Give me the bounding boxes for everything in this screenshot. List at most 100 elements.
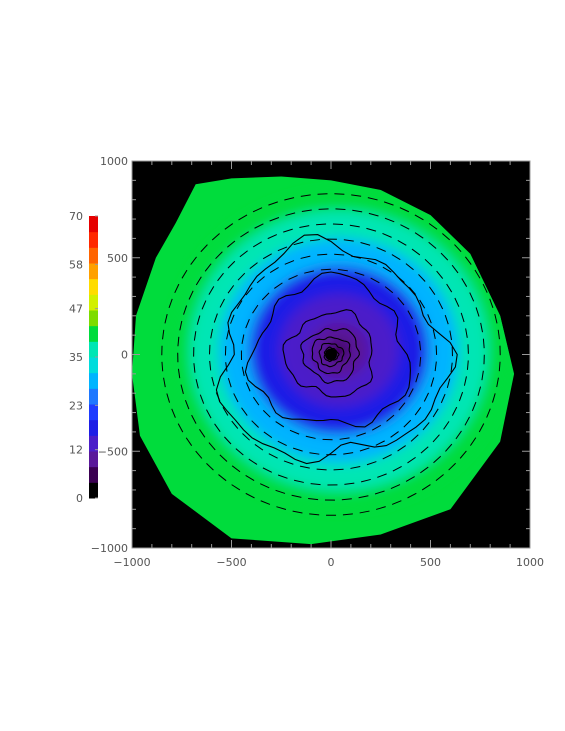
polarization-vector — [464, 416, 470, 426]
polarization-vector — [461, 278, 468, 287]
polarization-vector — [376, 247, 386, 252]
polarization-vector — [374, 490, 385, 495]
polarization-vector — [428, 223, 438, 230]
polarization-vector — [469, 292, 475, 302]
polarization-vector — [181, 269, 188, 279]
polarization-vector — [444, 314, 449, 325]
polarization-vector — [350, 466, 361, 469]
polarization-vector — [397, 445, 406, 452]
polarization-vector — [494, 313, 498, 324]
axis-ticks — [131, 160, 531, 549]
heatmap-core — [325, 348, 337, 361]
polarization-vector — [185, 437, 193, 446]
polarization-vector — [482, 283, 488, 293]
polarization-vector — [299, 225, 310, 228]
polarization-vector — [261, 292, 270, 301]
polarization-vector — [449, 330, 453, 341]
polarization-vector — [359, 510, 370, 514]
polarization-vector — [277, 246, 288, 252]
polarization-vector — [390, 431, 399, 438]
polarization-vector — [231, 484, 241, 491]
polarization-vector — [292, 447, 303, 452]
polarization-vector — [420, 466, 429, 474]
polarization-vector — [209, 360, 212, 371]
polarization-vector — [269, 217, 280, 222]
polarization-vector — [274, 282, 283, 289]
polarization-vector — [240, 231, 249, 238]
x-tick-label: −500 — [216, 556, 246, 569]
polarization-vector — [339, 437, 350, 440]
polarization-vector — [428, 241, 437, 249]
polarization-vector — [268, 453, 278, 459]
polarization-vector — [252, 207, 263, 213]
polarization-vector — [415, 372, 419, 383]
polarization-vector — [308, 498, 319, 501]
colorbar-swatch — [89, 451, 98, 468]
polarization-vector — [213, 313, 218, 323]
polarization-vector — [343, 452, 354, 455]
polarization-vector — [268, 201, 278, 206]
polarization-vector — [218, 474, 227, 482]
polarization-vector — [436, 270, 444, 279]
polarization-vector — [399, 207, 410, 213]
polarization-vector — [334, 253, 345, 256]
polarization-vector — [193, 331, 197, 341]
polarization-vector — [249, 262, 258, 270]
colorbar-swatch — [89, 294, 98, 311]
x-tick-label: −1000 — [113, 556, 150, 569]
polarization-vector — [351, 194, 362, 197]
polarization-vector — [434, 361, 437, 372]
polarization-vector — [482, 338, 485, 349]
polarization-vector — [204, 263, 212, 272]
polarization-vector — [478, 423, 485, 433]
polarization-vector — [421, 484, 431, 491]
polarization-vector — [437, 300, 444, 310]
polarization-vector — [469, 437, 477, 446]
y-tick-label: 1000 — [100, 155, 128, 168]
colorbar-swatch — [89, 357, 98, 374]
polarization-vector — [360, 478, 371, 483]
polarization-vector — [367, 197, 378, 201]
polarization-vector — [277, 440, 287, 446]
polarization-vector — [375, 506, 386, 510]
polarization-vector — [227, 240, 236, 248]
polarization-vector — [206, 409, 212, 419]
polarization-vector — [226, 329, 230, 340]
polarization-vector — [275, 489, 286, 494]
colorbar-swatch — [89, 388, 98, 405]
polarization-vector — [392, 466, 402, 472]
polarization-vector — [238, 214, 248, 221]
polarization-vector — [211, 376, 215, 387]
polarization-vector — [414, 232, 424, 239]
polarization-vector — [285, 212, 296, 216]
polarization-vector — [269, 266, 279, 273]
polarization-vector — [300, 194, 311, 197]
polarization-vector — [241, 407, 248, 416]
polarization-vector — [359, 447, 370, 452]
polarization-vector — [183, 305, 188, 315]
contour-line — [318, 342, 345, 368]
polarization-vector — [455, 430, 462, 440]
polarization-vector — [242, 433, 250, 441]
y-tick-label: 0 — [121, 349, 128, 362]
polarization-vector — [405, 476, 415, 482]
colorbar-swatch — [89, 263, 98, 280]
polarization-vector — [489, 298, 494, 308]
polarization-vector — [497, 329, 500, 340]
contour-line — [323, 346, 340, 363]
polarization-vector — [283, 228, 293, 233]
polarization-vector — [166, 393, 171, 403]
polarization-vector — [267, 234, 277, 240]
polarization-vector — [184, 399, 190, 410]
polarization-vector — [241, 334, 245, 344]
polarization-vector — [464, 256, 472, 265]
polarization-vector — [262, 410, 271, 418]
polarization-vector — [227, 260, 236, 269]
polarization-vector — [215, 251, 223, 260]
polarization-vector — [208, 442, 216, 451]
polarization-vector — [356, 432, 366, 437]
polarization-vector — [179, 320, 183, 331]
polarization-vector — [224, 223, 234, 230]
polarization-vector — [383, 201, 394, 206]
